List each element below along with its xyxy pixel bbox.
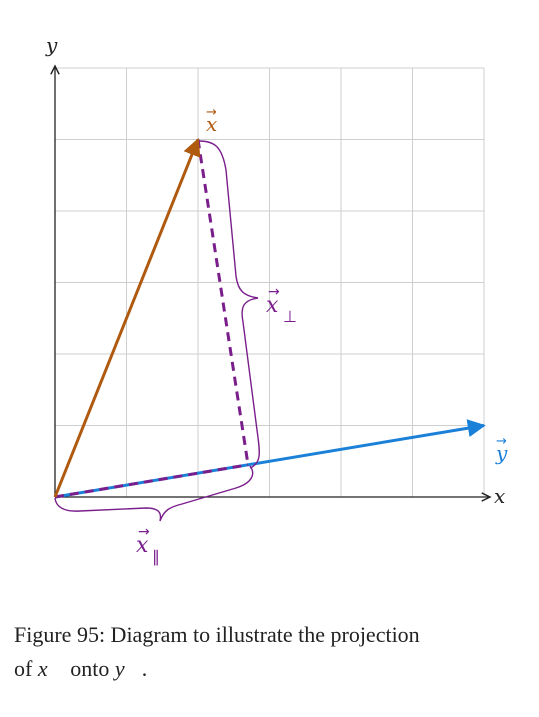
caption-of: of [14,656,33,681]
vector-x [53,137,201,498]
label-x-parallel: x → ∥ [136,524,160,566]
label-vector-y: y → [495,434,508,465]
projection-diagram: x y x → y → x → ⊥ x → ∥ [45,33,508,566]
svg-text:x: x [266,293,279,318]
caption-line1: Figure 95: Diagram to illustrate the pro… [14,622,420,647]
svg-text:→: → [496,434,507,449]
svg-text:y: y [495,441,508,465]
axes: x y [45,33,505,508]
caption-vec-x: x⃗ [37,656,65,681]
svg-text:→: → [206,105,217,120]
grid [55,67,485,497]
svg-text:⊥: ⊥ [283,307,297,326]
parallel-brace [54,465,254,522]
svg-text:x: x [206,112,217,136]
caption-vec-y: y⃗ [114,656,142,681]
label-vector-x: x → [206,105,217,136]
svg-text:→: → [138,524,150,540]
parallel-component-line [54,463,249,499]
x-axis-label: x [494,484,505,508]
y-axis-label: y [45,33,58,57]
perpendicular-component-line [196,139,250,466]
caption-end: . [141,656,148,681]
caption-onto: onto [70,656,110,681]
vector-y [54,419,486,499]
svg-text:∥: ∥ [152,547,160,566]
perp-brace [198,140,260,469]
svg-text:→: → [268,284,280,300]
label-x-perp: x → ⊥ [266,284,297,326]
figure-caption: Figure 95: Diagram to illustrate the pro… [14,618,534,686]
svg-text:x: x [136,533,149,558]
